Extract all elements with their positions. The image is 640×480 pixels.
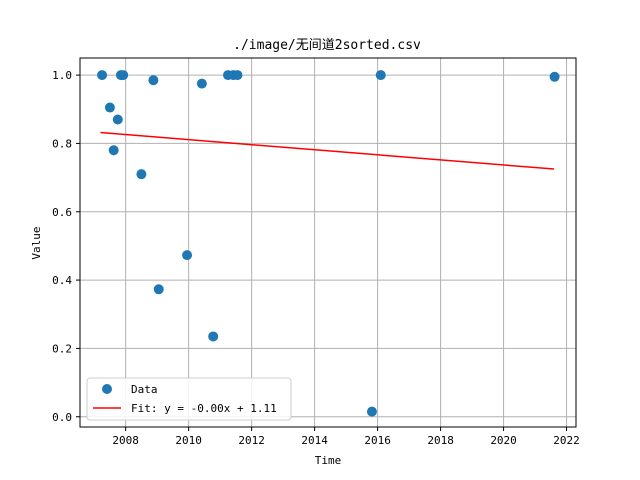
fit-line (100, 131, 555, 170)
x-axis-label: Time (315, 454, 342, 467)
legend-fit-label: Fit: y = -0.00x + 1.11 (131, 402, 277, 415)
data-points (97, 70, 560, 417)
y-tick-label: 1.0 (52, 69, 72, 82)
x-tick-label: 2008 (112, 434, 139, 447)
y-tick-label: 0.8 (52, 137, 72, 150)
x-tick-label: 2010 (175, 434, 202, 447)
data-point (549, 71, 560, 82)
legend-data-label: Data (131, 383, 158, 396)
x-tick-label: 2022 (553, 434, 580, 447)
y-tick-label: 0.6 (52, 206, 72, 219)
data-point (208, 331, 219, 342)
data-point (232, 70, 243, 81)
data-point (136, 169, 147, 180)
data-point (153, 284, 164, 295)
y-tick-label: 0.0 (52, 411, 72, 424)
y-ticks: 0.0 0.2 0.4 0.6 0.8 1.0 (52, 69, 80, 424)
grid (80, 58, 576, 427)
data-point (375, 70, 386, 81)
plot-frame (79, 57, 577, 428)
chart-title: ./image/无间道2sorted.csv (233, 38, 421, 53)
data-point (112, 114, 123, 125)
legend-box (86, 377, 292, 421)
legend-data-marker (102, 384, 112, 394)
legend: Data Fit: y = -0.00x + 1.11 (86, 377, 292, 421)
x-tick-label: 2014 (301, 434, 328, 447)
data-point (182, 250, 193, 261)
data-point (104, 102, 115, 113)
x-tick-label: 2016 (364, 434, 391, 447)
y-tick-label: 0.4 (52, 274, 72, 287)
x-ticks: 2008 2010 2012 2014 2016 2018 2020 2022 (112, 427, 580, 447)
y-tick-label: 0.2 (52, 342, 72, 355)
data-point (366, 406, 377, 417)
fit-line-layer (100, 131, 555, 170)
data-point (148, 75, 159, 86)
data-point (196, 78, 207, 89)
y-axis-label: Value (30, 226, 43, 259)
data-point (118, 70, 129, 81)
x-tick-label: 2018 (427, 434, 454, 447)
x-tick-label: 2012 (238, 434, 265, 447)
data-point (97, 70, 108, 81)
data-point (108, 145, 119, 156)
x-tick-label: 2020 (490, 434, 517, 447)
